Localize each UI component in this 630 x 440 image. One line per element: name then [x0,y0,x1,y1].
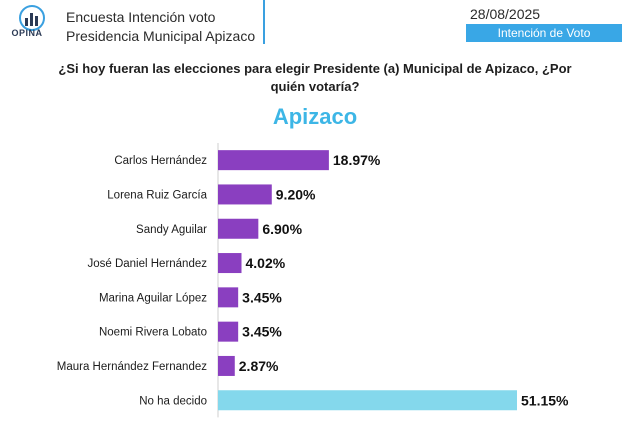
value-label: 3.45% [242,324,282,340]
value-label: 3.45% [242,289,282,305]
vote-bar-chart: Carlos Hernández 18.97% Lorena Ruiz García… [57,143,569,418]
bar [218,253,242,274]
value-label: 9.20% [276,186,316,202]
bar [218,287,239,308]
value-label: 2.87% [239,358,279,374]
bar [218,355,235,376]
value-label: 4.02% [245,255,285,271]
category-label: Maura Hernández Fernandez [57,361,207,373]
category-label: José Daniel Hernández [87,258,207,270]
header-divider [263,0,265,44]
bar [218,184,272,205]
report-header: OPINA Encuesta Intención voto Presidenci… [0,0,630,50]
value-label: 18.97% [333,152,381,168]
bar [218,218,259,239]
survey-title-line1: Encuesta Intención voto [66,9,216,25]
chart-title: Apizaco [272,104,358,129]
bar [218,150,329,171]
value-label: 6.90% [262,221,302,237]
category-label: Marina Aguilar López [99,292,207,304]
bar [218,390,517,411]
intention-badge: Intención de Voto [466,24,622,42]
category-label: No ha decido [139,395,207,407]
survey-question: ¿Si hoy fueran las elecciones para elegi… [58,61,572,94]
bar [218,321,239,342]
category-label: Noemi Rivera Lobato [99,327,207,339]
category-label: Carlos Hernández [114,155,207,167]
logo-wordmark: OPINA [11,28,43,38]
survey-title: Encuesta Intención voto Presidencia Muni… [66,8,255,46]
value-label: 51.15% [521,392,569,408]
opina-logo-icon [19,5,45,31]
category-label: Lorena Ruiz García [107,189,207,201]
survey-title-line2: Presidencia Municipal Apizaco [66,28,256,44]
survey-date: 28/08/2025 [470,6,541,22]
category-label: Sandy Aguilar [136,224,207,236]
